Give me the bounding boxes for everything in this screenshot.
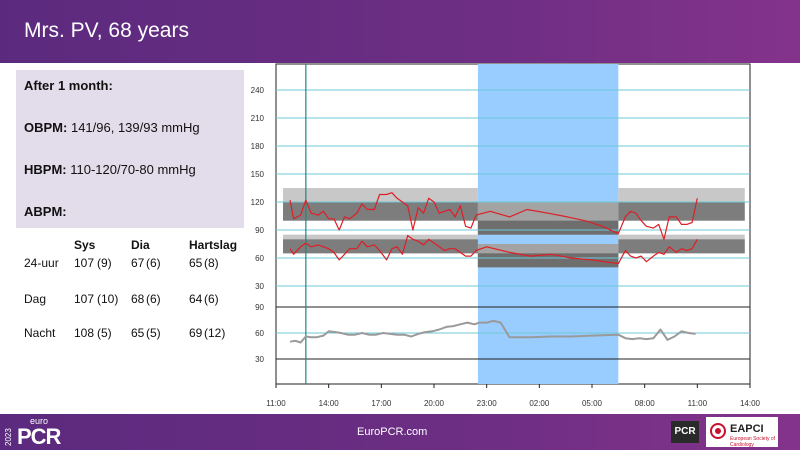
stats-cell: 65 xyxy=(131,326,144,340)
hbpm-label: HBPM: xyxy=(24,162,67,177)
pcr-logo-badge: PCR xyxy=(671,421,699,443)
stats-cell-sd: (12) xyxy=(204,326,225,340)
abpm-line: ABPM: xyxy=(24,204,67,219)
x-tick-label: 14:00 xyxy=(740,399,761,408)
slide-footer: 2023 euro PCR EuroPCR.com PCR EAPCI Euro… xyxy=(0,414,800,450)
stats-cell: 69 xyxy=(189,326,202,340)
obpm-line: OBPM: 141/96, 139/93 mmHg xyxy=(24,120,200,135)
stats-cell-sd: (5) xyxy=(97,326,112,340)
footer-site-link[interactable]: EuroPCR.com xyxy=(357,426,427,438)
bp-tick-label: 120 xyxy=(251,198,265,207)
footer-year: 2023 xyxy=(4,418,14,446)
footer-brand-logo: PCR xyxy=(17,424,60,450)
stats-cell-sd: (8) xyxy=(204,256,219,270)
x-tick-label: 11:00 xyxy=(266,399,286,408)
sys-night-band-inner xyxy=(478,221,618,235)
stats-cell-sd: (9) xyxy=(97,256,112,270)
stats-cell: 107 xyxy=(74,256,94,270)
hbpm-line: HBPM: 110-120/70-80 mmHg xyxy=(24,162,196,177)
sys-day-band-inner xyxy=(618,202,744,221)
eapci-logo-badge: EAPCI European Society of Cardiology xyxy=(706,417,778,447)
x-tick-label: 08:00 xyxy=(635,399,656,408)
info-panel: After 1 month: OBPM: 141/96, 139/93 mmHg… xyxy=(16,70,244,228)
stats-cell: 68 xyxy=(131,292,144,306)
x-tick-label: 20:00 xyxy=(424,399,445,408)
bp-tick-label: 30 xyxy=(255,282,264,291)
eapci-label: EAPCI xyxy=(730,423,764,435)
heart-icon xyxy=(710,423,726,439)
stats-row-label: Nacht xyxy=(24,326,55,340)
stats-cell: 65 xyxy=(189,256,202,270)
stats-row-label: Dag xyxy=(24,292,46,306)
stats-header-hr: Hartslag xyxy=(189,238,237,252)
stats-cell: 107 xyxy=(74,292,94,306)
sys-day-band-inner xyxy=(283,202,478,221)
obpm-label: OBPM: xyxy=(24,120,67,135)
hr-tick-label: 90 xyxy=(255,303,264,312)
eapci-sublabel: European Society of Cardiology xyxy=(730,436,778,448)
stats-cell-sd: (6) xyxy=(146,256,161,270)
stats-cell: 108 xyxy=(74,326,94,340)
stats-cell: 67 xyxy=(131,256,144,270)
slide-title: Mrs. PV, 68 years xyxy=(24,19,189,43)
stats-header-sys: Sys xyxy=(74,238,95,252)
x-tick-label: 05:00 xyxy=(582,399,603,408)
stats-cell-sd: (6) xyxy=(146,292,161,306)
hr-tick-label: 60 xyxy=(255,329,264,338)
abpm-chart-svg: 30 60 90 120 150 180 210 240 30 60 90 11:00 14:00 17:… xyxy=(246,62,800,414)
x-tick-label: 02:00 xyxy=(529,399,550,408)
hr-tick-label: 30 xyxy=(255,355,264,364)
stats-cell: 64 xyxy=(189,292,202,306)
abpm-stats-table: Sys Dia Hartslag 24-uur 107 (9) 67 (6) 6… xyxy=(24,238,246,348)
x-tick-label: 17:00 xyxy=(371,399,392,408)
abpm-chart: 30 60 90 120 150 180 210 240 30 60 90 11:00 14:00 17:… xyxy=(246,62,800,414)
hbpm-value: 110-120/70-80 mmHg xyxy=(70,162,196,177)
abpm-label: ABPM: xyxy=(24,204,67,219)
bp-tick-label: 180 xyxy=(251,142,265,151)
bp-tick-label: 60 xyxy=(255,254,264,263)
x-tick-label: 23:00 xyxy=(477,399,498,408)
stats-row-label: 24-uur xyxy=(24,256,59,270)
x-tick-label: 14:00 xyxy=(319,399,340,408)
bp-tick-label: 210 xyxy=(251,114,265,123)
bp-tick-label: 240 xyxy=(251,86,265,95)
stats-header-dia: Dia xyxy=(131,238,150,252)
dia-day-band-inner xyxy=(618,239,744,253)
stats-cell-sd: (5) xyxy=(146,326,161,340)
bp-tick-label: 90 xyxy=(255,226,264,235)
stats-cell-sd: (10) xyxy=(97,292,118,306)
obpm-value: 141/96, 139/93 mmHg xyxy=(71,120,200,135)
info-heading: After 1 month: xyxy=(24,78,113,93)
stats-cell-sd: (6) xyxy=(204,292,219,306)
x-tick-label: 11:00 xyxy=(688,399,708,408)
slide-header: Mrs. PV, 68 years xyxy=(0,0,800,63)
bp-tick-label: 150 xyxy=(251,170,265,179)
